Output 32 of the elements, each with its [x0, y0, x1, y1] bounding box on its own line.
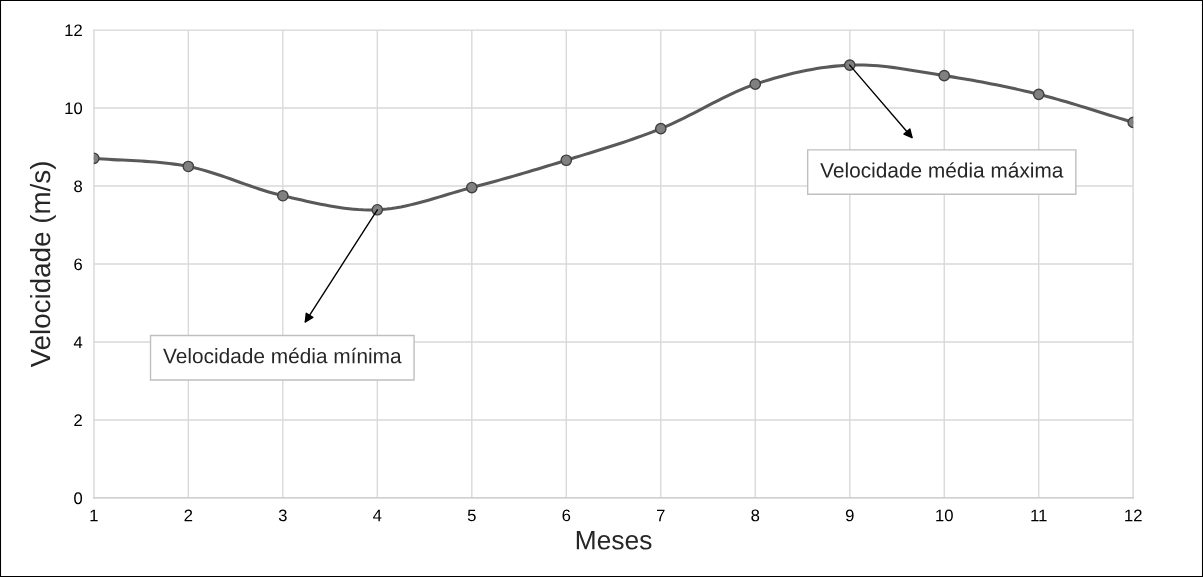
point: [182, 160, 195, 173]
y-tick-label: 12: [65, 24, 82, 37]
y-axis-title: Velocidade (m/s): [29, 162, 56, 368]
x-axis-title: Meses: [576, 531, 652, 550]
y-tick-label: 8: [74, 180, 82, 193]
point: [560, 154, 573, 167]
point: [465, 181, 478, 194]
point: [276, 189, 289, 202]
x-tick-label: 10: [936, 509, 953, 522]
point: [371, 203, 384, 216]
x-tick-label: 3: [278, 509, 287, 522]
y-tick-label: 10: [65, 102, 83, 115]
point: [938, 69, 951, 82]
point: [654, 122, 667, 135]
x-tick-label: 1: [90, 509, 98, 522]
y-tick-label: 6: [74, 258, 82, 271]
x-tick-label: 5: [467, 509, 476, 522]
annotation: Velocidade média máxima: [820, 162, 1064, 178]
x-tick-label: 6: [562, 509, 571, 522]
point: [749, 78, 762, 91]
x-tick-label: 11: [1031, 509, 1047, 522]
y-tick-label: 4: [73, 336, 83, 349]
annotation: Velocidade média mínima: [163, 347, 402, 364]
point: [1032, 88, 1045, 101]
x-tick-label: 4: [373, 509, 382, 522]
x-tick-label: 12: [1125, 509, 1142, 522]
y-tick-label: 0: [74, 492, 83, 505]
x-tick-label: 8: [751, 509, 760, 522]
y-tick-label: 2: [74, 414, 82, 426]
x-tick-label: 9: [845, 509, 854, 522]
x-tick-label: 7: [657, 509, 665, 522]
x-tick-label: 2: [184, 509, 193, 522]
